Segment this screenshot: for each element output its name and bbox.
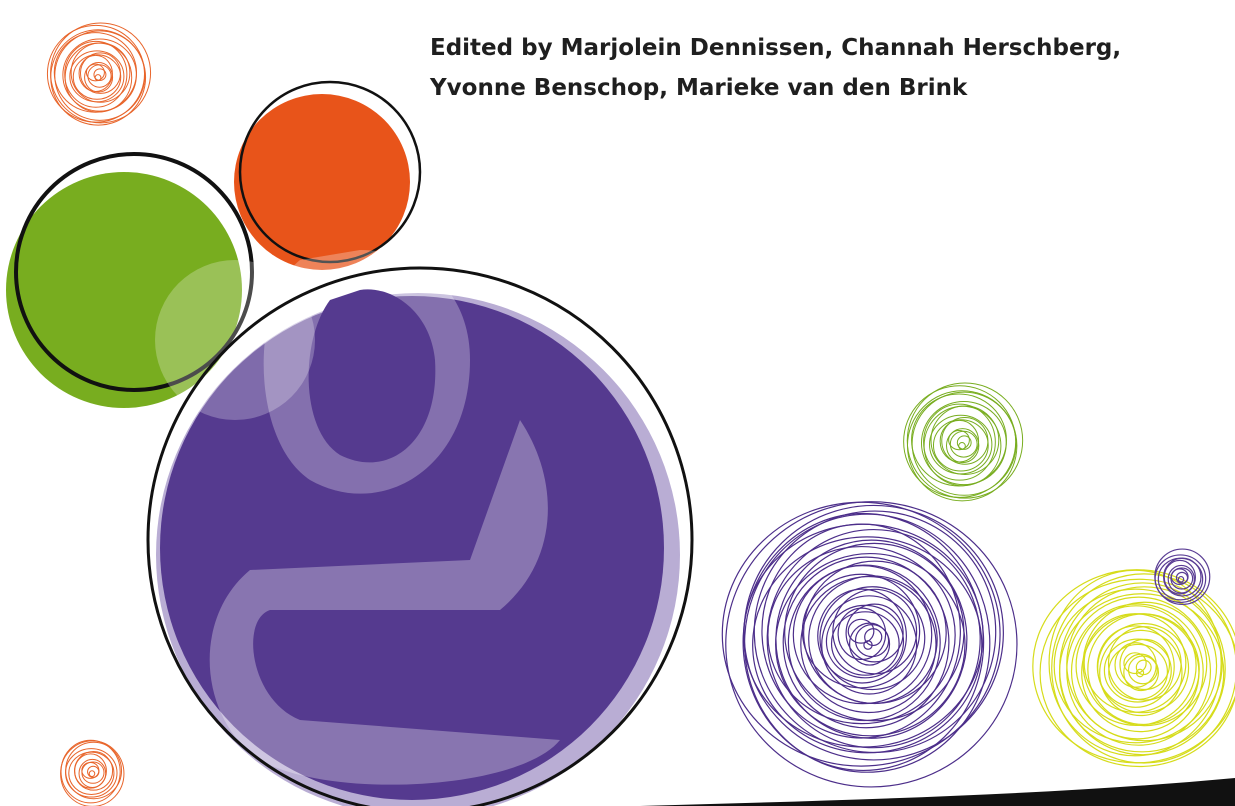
editors-line: Yvonne Benschop, Marieke van den Brink [430, 68, 1121, 108]
scribble-ring [70, 51, 124, 102]
scribble-ring [950, 431, 977, 457]
page: {"header": {"lines": ["Edited by Marjole… [0, 0, 1235, 806]
scribble-ring [865, 629, 882, 646]
scribble-ring [768, 547, 955, 724]
editors-line: Edited by Marjolein Dennissen, Channah H… [430, 28, 1121, 68]
scribble-ring [88, 65, 111, 87]
scribble-ring [89, 771, 95, 777]
scribble-ring [61, 741, 124, 806]
cover-art [0, 0, 1235, 806]
editors: Edited by Marjolein Dennissen, Channah H… [430, 28, 1121, 108]
scribble-ring [1033, 570, 1235, 763]
scribble-ring [1120, 639, 1169, 689]
scribble-ring [930, 415, 992, 474]
swoosh [640, 778, 1235, 806]
scribble-ring [743, 514, 984, 771]
scribble-ring [838, 608, 886, 659]
scribble-ring [82, 762, 104, 783]
scribble-ring [722, 502, 1000, 766]
scribble-ring [912, 394, 1007, 486]
scribble-ring [726, 502, 1017, 787]
scribble-ring [762, 524, 960, 738]
scribble-ring [54, 33, 136, 113]
g-hole [309, 289, 436, 462]
scribble-ring [809, 576, 937, 703]
